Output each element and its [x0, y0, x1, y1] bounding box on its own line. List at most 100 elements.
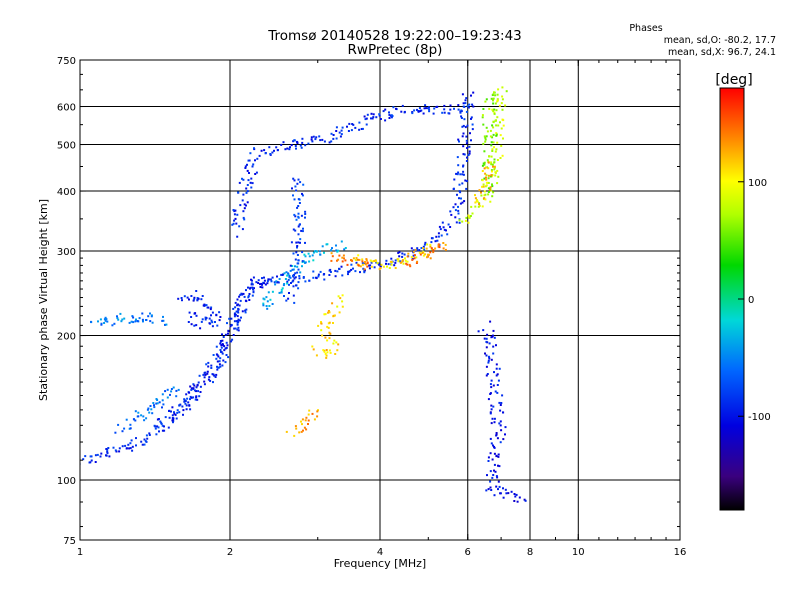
data-point [308, 255, 311, 258]
data-point [415, 262, 418, 264]
data-point [501, 95, 504, 98]
data-point [299, 223, 301, 226]
data-point [493, 161, 496, 164]
data-point [495, 134, 498, 137]
data-point [100, 452, 103, 455]
data-point [131, 449, 134, 452]
data-point [456, 156, 459, 159]
data-point [263, 282, 266, 285]
data-point [489, 486, 492, 489]
data-point [441, 221, 444, 224]
data-point [325, 356, 328, 359]
data-point [273, 149, 275, 152]
data-point [361, 260, 364, 263]
data-point [359, 271, 361, 274]
grid-lines [80, 60, 680, 540]
data-point [164, 416, 167, 419]
data-point [213, 374, 216, 377]
data-point [294, 185, 297, 188]
data-point [162, 319, 165, 322]
data-point [464, 102, 467, 105]
data-point [311, 254, 314, 257]
data-point [497, 124, 500, 127]
data-point [269, 153, 272, 155]
data-point [478, 203, 481, 206]
data-point [337, 249, 340, 252]
data-point [179, 403, 182, 406]
data-point [210, 367, 213, 369]
data-point [176, 409, 179, 412]
data-point [399, 261, 402, 264]
data-point [472, 91, 475, 94]
data-point [428, 110, 431, 113]
data-point [153, 404, 155, 407]
data-point [437, 244, 440, 247]
data-point [117, 423, 120, 426]
data-point [241, 228, 244, 231]
data-point [240, 292, 243, 295]
data-point [234, 209, 237, 212]
data-point [192, 383, 195, 386]
data-point [504, 488, 507, 491]
data-point [210, 306, 213, 309]
data-point [296, 246, 298, 249]
data-point [307, 419, 310, 422]
data-point [236, 298, 239, 301]
data-point [337, 343, 340, 346]
data-point [236, 323, 239, 326]
data-point [161, 393, 164, 396]
data-point [412, 254, 415, 257]
data-point [283, 295, 285, 297]
data-point [483, 135, 486, 138]
data-point [300, 214, 303, 217]
data-point [276, 281, 279, 283]
data-point [389, 260, 392, 263]
data-point [483, 163, 486, 166]
data-point [141, 312, 144, 315]
data-point [192, 299, 195, 302]
data-point [496, 391, 499, 394]
data-point [462, 132, 465, 135]
data-point [194, 398, 197, 401]
data-point [111, 324, 114, 327]
data-point [394, 259, 397, 262]
data-point [444, 248, 447, 251]
data-point [297, 198, 300, 201]
data-point [484, 176, 487, 179]
data-point [270, 280, 273, 283]
data-point [268, 146, 271, 149]
data-point [128, 321, 131, 324]
data-point [193, 324, 196, 327]
data-point [207, 365, 210, 368]
data-point [493, 91, 495, 94]
data-point [487, 456, 490, 459]
data-point [493, 168, 496, 171]
data-point [208, 322, 211, 325]
data-point [254, 159, 256, 162]
data-point [370, 117, 372, 120]
data-point [135, 444, 137, 447]
data-point [290, 241, 293, 244]
data-point [457, 138, 460, 141]
data-point [292, 294, 295, 297]
data-point [263, 298, 266, 301]
data-point [113, 322, 116, 325]
data-point [465, 97, 468, 100]
data-point [121, 445, 124, 448]
data-point [223, 345, 226, 348]
data-point [161, 406, 163, 409]
data-point [424, 104, 427, 107]
data-point [401, 255, 404, 258]
data-point [252, 163, 255, 166]
data-point [242, 216, 245, 219]
data-point [250, 278, 252, 281]
data-point [298, 202, 301, 204]
colorbar-ticks: 100 0 -100 [738, 178, 771, 423]
data-point [267, 291, 270, 294]
data-point [219, 349, 222, 351]
data-point [491, 148, 494, 151]
data-point [328, 269, 331, 272]
data-point [227, 330, 230, 333]
data-point [244, 165, 247, 168]
data-point [125, 418, 128, 421]
